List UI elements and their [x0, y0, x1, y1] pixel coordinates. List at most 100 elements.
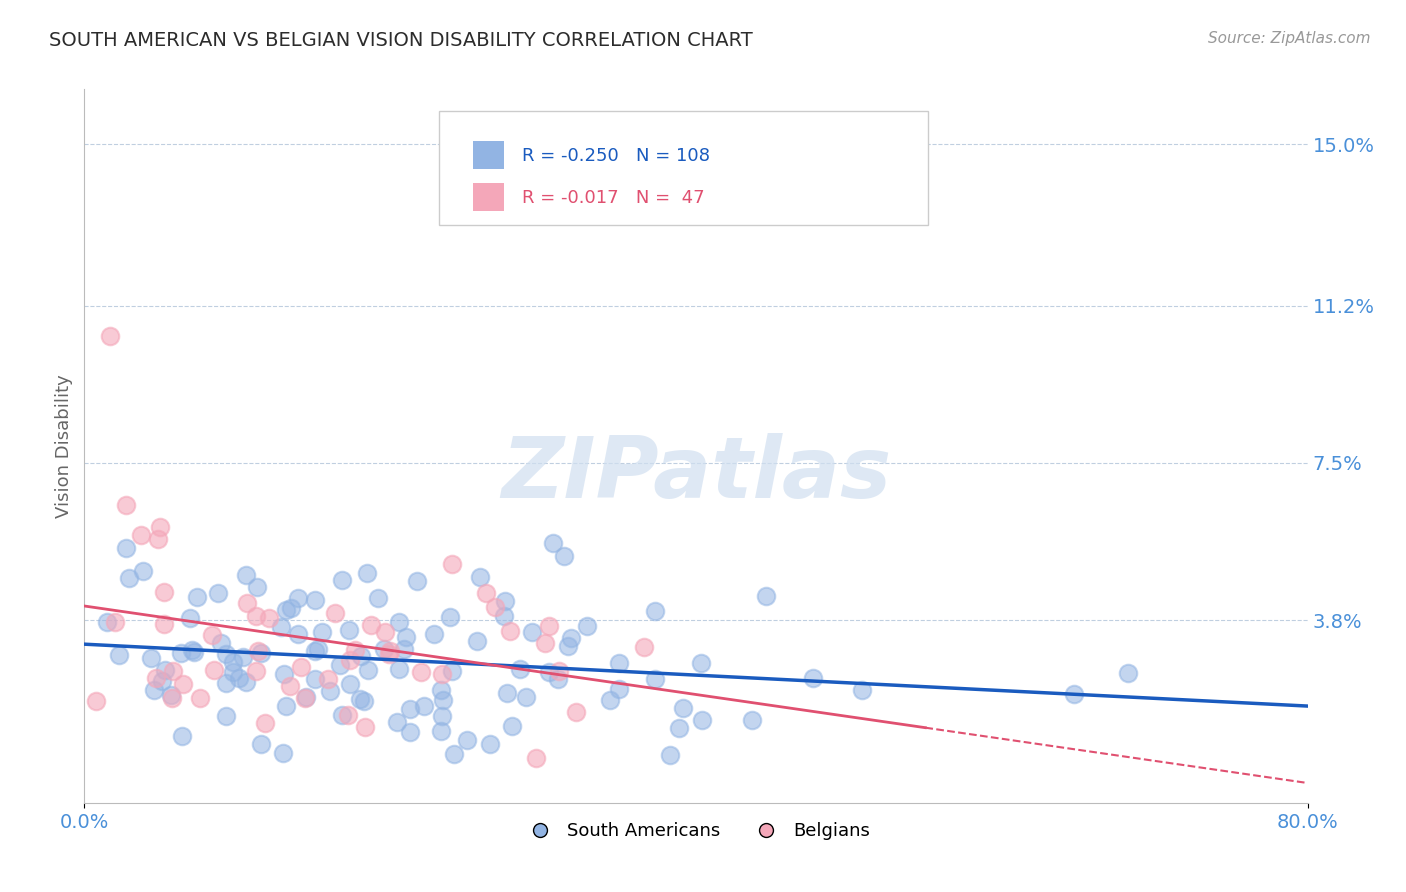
Point — [492, 609, 515, 624]
Point — [388, 662, 411, 676]
Point — [84, 694, 107, 708]
Point — [129, 528, 152, 542]
Point — [280, 601, 302, 615]
Point — [524, 751, 547, 765]
Point — [690, 713, 713, 727]
Point — [172, 677, 194, 691]
Point — [115, 541, 138, 555]
Point — [215, 708, 238, 723]
Point — [430, 667, 453, 681]
Point — [547, 672, 569, 686]
Point — [356, 566, 378, 581]
Point — [1116, 666, 1139, 681]
Point — [311, 624, 333, 639]
Point — [599, 693, 621, 707]
Point — [378, 648, 401, 662]
Point — [441, 664, 464, 678]
Point — [295, 690, 318, 705]
Point — [96, 615, 118, 629]
Point — [672, 701, 695, 715]
FancyBboxPatch shape — [439, 111, 928, 225]
Point — [741, 713, 763, 727]
Point — [560, 631, 582, 645]
Point — [755, 589, 778, 603]
Point — [501, 719, 523, 733]
Point — [146, 533, 169, 547]
Point — [232, 650, 254, 665]
Point — [440, 557, 463, 571]
Point — [395, 630, 418, 644]
Point — [118, 571, 141, 585]
Point — [181, 643, 204, 657]
Point — [851, 683, 873, 698]
Point — [801, 671, 824, 685]
Point — [484, 599, 506, 614]
Point — [330, 573, 353, 587]
Point — [202, 663, 225, 677]
Point — [215, 647, 238, 661]
Point — [367, 591, 389, 605]
Point — [294, 690, 316, 705]
Point — [104, 615, 127, 629]
Point — [257, 611, 280, 625]
Point — [319, 684, 342, 698]
Point — [179, 611, 201, 625]
Text: Source: ZipAtlas.com: Source: ZipAtlas.com — [1208, 31, 1371, 46]
Point — [429, 724, 451, 739]
Point — [380, 644, 402, 658]
Point — [209, 636, 232, 650]
Point — [287, 591, 309, 606]
Point — [538, 665, 561, 680]
Point — [287, 627, 309, 641]
Point — [557, 639, 579, 653]
Point — [607, 682, 630, 697]
Point — [439, 609, 461, 624]
Text: R = -0.017   N =  47: R = -0.017 N = 47 — [522, 189, 704, 207]
Point — [170, 646, 193, 660]
Point — [236, 596, 259, 610]
Point — [553, 549, 575, 564]
Point — [323, 607, 346, 621]
Point — [215, 676, 238, 690]
Point — [357, 664, 380, 678]
Point — [538, 618, 561, 632]
Point — [499, 624, 522, 638]
Point — [143, 683, 166, 698]
Point — [246, 644, 269, 658]
Point — [353, 720, 375, 734]
Point — [160, 688, 183, 702]
Point — [337, 623, 360, 637]
Point — [155, 663, 177, 677]
Point — [307, 641, 329, 656]
Point — [689, 657, 711, 671]
Point — [186, 590, 208, 604]
Bar — [474, 141, 503, 169]
Point — [329, 658, 352, 673]
Point — [494, 594, 516, 608]
Point — [1063, 687, 1085, 701]
Point — [132, 564, 155, 578]
Point — [183, 645, 205, 659]
Point — [250, 737, 273, 751]
Point — [385, 714, 408, 729]
Point — [373, 642, 395, 657]
Point — [533, 636, 555, 650]
Point — [271, 746, 294, 760]
Point — [565, 705, 588, 719]
Point — [465, 634, 488, 648]
Point — [290, 660, 312, 674]
Bar — [474, 183, 503, 211]
Point — [644, 672, 666, 686]
Point — [201, 628, 224, 642]
Point — [350, 648, 373, 663]
Point — [360, 618, 382, 632]
Point — [245, 664, 267, 678]
Point — [541, 536, 564, 550]
Point — [432, 693, 454, 707]
Point — [253, 715, 276, 730]
Point — [222, 656, 245, 670]
Point — [399, 724, 422, 739]
Point — [339, 653, 361, 667]
Point — [115, 499, 138, 513]
Point — [100, 328, 122, 343]
